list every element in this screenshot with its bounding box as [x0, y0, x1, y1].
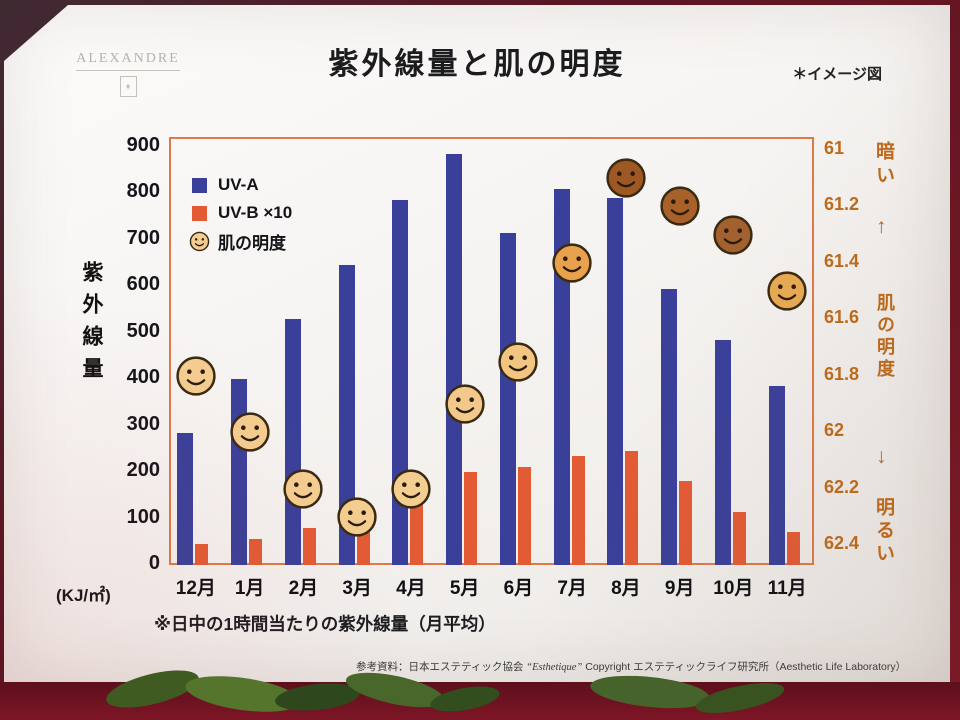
- image-note-annotation: ＊イメージ図: [792, 66, 882, 83]
- uva-bar: [231, 379, 248, 565]
- left-tick-label: 400: [126, 366, 160, 389]
- uva-bar: [499, 232, 516, 565]
- uvb-bar: [302, 527, 316, 565]
- left-tick-label: 500: [126, 319, 160, 342]
- left-tick-label: 300: [126, 412, 160, 435]
- month-label: 3月: [342, 578, 372, 599]
- uva-bar: [392, 200, 409, 565]
- plot-border: [169, 137, 814, 565]
- left-tick-label: 600: [126, 273, 160, 296]
- right-tick-label: 61: [824, 138, 845, 158]
- uvb-bar: [571, 455, 585, 565]
- right-axis-bright-label: 明るい: [873, 497, 894, 566]
- left-tick-label: 900: [126, 134, 160, 156]
- month-label: 4月: [396, 578, 426, 599]
- foliage-strip: [0, 662, 960, 720]
- right-tick-label: 62.4: [824, 533, 860, 553]
- uva-bar: [607, 198, 624, 565]
- month-label: 10月: [713, 578, 754, 599]
- right-tick-label: 61.8: [824, 363, 860, 384]
- smiley-face-icon: [189, 231, 210, 251]
- skin-brightness-marker: [712, 214, 754, 256]
- right-tick-label: 62.2: [824, 476, 860, 497]
- uva-bar: [768, 386, 785, 565]
- skin-brightness-marker: [444, 383, 486, 425]
- legend-label-uva: UV-A: [218, 175, 259, 194]
- legend-item-uvb: UV-B ×10: [192, 199, 292, 227]
- left-tick-label: 200: [126, 459, 160, 482]
- brand-rule: [76, 70, 180, 71]
- month-label: 7月: [557, 578, 587, 599]
- uva-bar: [446, 153, 463, 565]
- arrow-down-icon: ↓: [876, 445, 887, 468]
- uvb-bar: [625, 451, 639, 565]
- document-paper: ALEXANDRE ♦ 紫外線量と肌の明度 ＊イメージ図 UV-A UV-B ×…: [4, 5, 950, 682]
- uvb-bar: [464, 472, 478, 565]
- page-title: 紫外線量と肌の明度: [328, 48, 626, 81]
- uvb-bar: [517, 467, 531, 565]
- leaf: [428, 682, 502, 716]
- right-tick-label: 62: [824, 420, 845, 441]
- uvb-bar: [786, 532, 800, 565]
- left-axis-title: 紫外線量: [80, 261, 103, 389]
- left-axis-unit: (KJ/㎡): [56, 586, 111, 605]
- uva-swatch-icon: [192, 177, 207, 193]
- legend-label-uvb: UV-B ×10: [218, 203, 293, 222]
- month-label: 1月: [234, 578, 265, 599]
- skin-brightness-marker: [659, 185, 701, 227]
- legend-label-skin: 肌の明度: [218, 233, 286, 253]
- footer-credit: 参考資料：日本エステティック協会 “Esthetique” Copyright …: [356, 659, 906, 674]
- uvb-bar: [732, 511, 746, 565]
- skin-brightness-marker: [229, 411, 271, 453]
- brand-logo: ALEXANDRE ♦: [68, 51, 188, 97]
- month-label: 5月: [449, 578, 480, 599]
- skin-brightness-marker: [766, 270, 808, 312]
- brand-name: ALEXANDRE: [76, 51, 180, 66]
- left-tick-label: 0: [148, 552, 160, 574]
- footer-prefix: 参考資料：日本エステティック協会: [356, 661, 524, 673]
- legend-item-uva: UV-A: [192, 171, 292, 199]
- skin-brightness-marker: [175, 355, 217, 397]
- right-axis-dark-label: 暗い: [873, 141, 894, 189]
- legend-item-skin: 肌の明度: [189, 227, 292, 255]
- month-label: 12月: [175, 578, 216, 599]
- left-tick-label: 700: [126, 226, 160, 249]
- footer-suffix: Copyright エステティックライフ研究所（Aesthetic Life L…: [585, 661, 907, 673]
- uvb-bar: [249, 539, 263, 565]
- brand-emblem-icon: ♦: [119, 76, 137, 97]
- month-label: 6月: [503, 578, 534, 599]
- footer-script-word: “Esthetique”: [526, 662, 583, 673]
- leaf: [693, 676, 787, 720]
- uva-bar: [338, 265, 355, 565]
- uva-bar: [177, 432, 194, 565]
- skin-brightness-marker: [551, 242, 593, 284]
- left-tick-label: 100: [126, 505, 160, 528]
- month-label: 9月: [664, 578, 695, 599]
- chart-legend: UV-A UV-B ×10 肌の明度: [189, 171, 292, 255]
- right-tick-label: 61.2: [824, 194, 860, 215]
- right-tick-label: 61.4: [824, 250, 860, 271]
- skin-brightness-marker: [390, 468, 432, 510]
- month-label: 11月: [767, 578, 807, 599]
- skin-brightness-marker: [605, 157, 647, 199]
- skin-brightness-marker: [497, 341, 539, 383]
- arrow-up-icon: ↑: [876, 215, 887, 238]
- uva-bar: [553, 188, 570, 565]
- uva-bar: [284, 318, 301, 565]
- month-label: 2月: [288, 578, 319, 599]
- month-label: 8月: [611, 578, 641, 599]
- uvb-bar: [195, 544, 209, 565]
- right-tick-label: 61.6: [824, 307, 860, 328]
- left-tick-label: 800: [126, 180, 160, 203]
- uva-bar: [714, 339, 731, 565]
- skin-brightness-marker: [282, 468, 324, 510]
- right-axis-title: 肌の明度: [875, 293, 895, 381]
- uvb-bar: [679, 481, 693, 565]
- chart-area: UV-A UV-B ×10 肌の明度 紫外線量 (KJ/㎡) 暗い ↑ 肌の明度…: [4, 5, 950, 682]
- uvb-swatch-icon: [192, 205, 207, 221]
- uva-bar: [661, 288, 678, 565]
- skin-brightness-marker: [336, 496, 378, 538]
- chart-note: ※日中の1時間当たりの紫外線量（月平均）: [154, 614, 496, 634]
